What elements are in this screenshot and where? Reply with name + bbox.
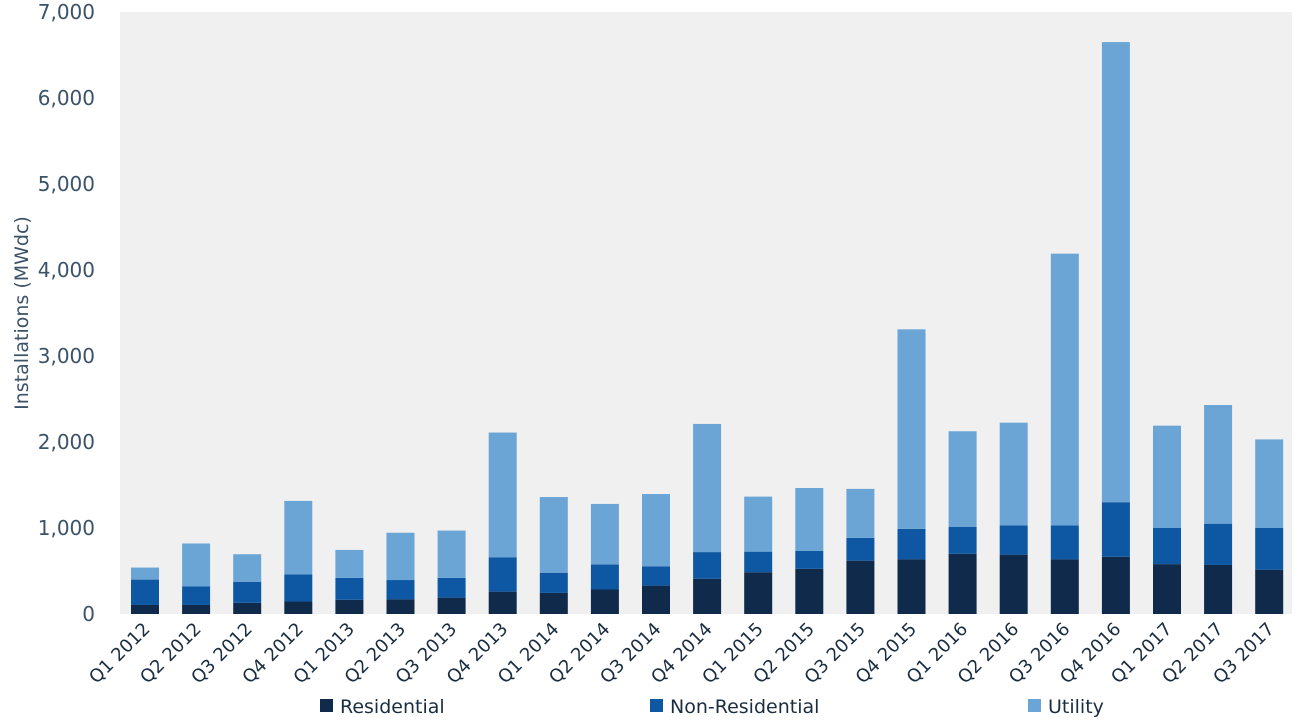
bar-non-residential-12: [744, 551, 773, 573]
bar-residential-11: [693, 578, 722, 614]
bar-non-residential-3: [284, 574, 313, 602]
bar-utility-5: [386, 532, 415, 581]
bar-utility-22: [1255, 439, 1284, 528]
y-tick-label: 2,000: [38, 430, 95, 454]
legend-swatch-non-residential: [650, 699, 663, 712]
bar-utility-8: [539, 497, 568, 573]
legend-label: Utility: [1048, 696, 1104, 718]
bar-residential-22: [1255, 569, 1284, 614]
bar-utility-2: [233, 554, 262, 582]
bar-non-residential-21: [1204, 523, 1233, 565]
bar-non-residential-4: [335, 577, 364, 600]
bar-non-residential-5: [386, 580, 415, 600]
legend: Residential Non-Residential Utility: [320, 696, 1104, 718]
bar-non-residential-8: [539, 572, 568, 593]
bar-utility-19: [1101, 42, 1130, 503]
bar-residential-0: [131, 604, 159, 614]
bar-non-residential-0: [131, 579, 159, 605]
bar-utility-1: [182, 543, 211, 587]
bar-non-residential-13: [795, 550, 824, 569]
bar-non-residential-20: [1153, 528, 1181, 565]
y-tick-label: 0: [82, 602, 95, 626]
y-tick-label: 1,000: [38, 516, 95, 540]
y-tick-label: 3,000: [38, 344, 95, 368]
bar-non-residential-19: [1101, 502, 1130, 557]
bar-utility-14: [846, 488, 875, 538]
bar-non-residential-10: [642, 566, 670, 586]
y-tick-label: 4,000: [38, 258, 95, 282]
legend-swatch-utility: [1028, 699, 1041, 712]
bar-residential-18: [1050, 559, 1079, 614]
bar-residential-7: [488, 591, 517, 614]
bar-utility-6: [437, 530, 466, 578]
bar-non-residential-17: [999, 525, 1028, 555]
bar-non-residential-14: [846, 537, 875, 561]
bar-non-residential-1: [182, 586, 211, 605]
bar-utility-21: [1204, 405, 1233, 524]
y-axis-ticks: 0 1,000 2,000 3,000 4,000 5,000 6,000 7,000: [38, 0, 95, 626]
bar-residential-1: [182, 604, 211, 614]
bar-non-residential-6: [437, 577, 466, 598]
bar-residential-14: [846, 560, 875, 614]
bar-residential-10: [642, 585, 670, 614]
legend-swatch-residential: [320, 699, 333, 712]
bar-non-residential-22: [1255, 528, 1284, 570]
legend-label: Non-Residential: [670, 696, 819, 718]
bars-group: [131, 42, 1284, 614]
y-tick-label: 7,000: [38, 0, 95, 24]
bar-residential-15: [897, 559, 926, 614]
bar-utility-13: [795, 488, 824, 551]
bar-residential-12: [744, 572, 773, 614]
bar-non-residential-2: [233, 581, 262, 603]
bar-residential-8: [539, 592, 568, 614]
bar-non-residential-15: [897, 528, 926, 560]
bar-residential-2: [233, 602, 262, 614]
bar-utility-4: [335, 549, 364, 578]
bar-non-residential-9: [590, 564, 619, 590]
legend-label: Residential: [340, 696, 445, 718]
bar-utility-16: [948, 431, 977, 527]
bar-residential-19: [1101, 556, 1130, 614]
bar-utility-18: [1050, 253, 1079, 526]
bar-utility-15: [897, 329, 926, 529]
bar-utility-10: [642, 494, 670, 567]
y-axis-title: Installations (MWdc): [11, 216, 33, 410]
y-tick-label: 6,000: [38, 86, 95, 110]
bar-utility-3: [284, 500, 313, 575]
bar-residential-13: [795, 568, 824, 614]
bar-utility-11: [693, 423, 722, 553]
bar-non-residential-7: [488, 557, 517, 592]
bar-residential-16: [948, 553, 977, 614]
bar-residential-17: [999, 554, 1028, 614]
bar-non-residential-11: [693, 552, 722, 579]
bar-utility-0: [131, 567, 159, 580]
bar-residential-20: [1153, 564, 1181, 614]
bar-utility-12: [744, 496, 773, 552]
bar-residential-4: [335, 599, 364, 614]
bar-residential-3: [284, 601, 313, 614]
bar-residential-9: [590, 589, 619, 614]
bar-utility-9: [590, 503, 619, 565]
bar-residential-6: [437, 597, 466, 614]
bar-non-residential-18: [1050, 525, 1079, 560]
bar-residential-21: [1204, 564, 1233, 614]
y-tick-label: 5,000: [38, 172, 95, 196]
bar-non-residential-16: [948, 526, 977, 554]
bar-utility-17: [999, 422, 1028, 526]
bar-utility-20: [1153, 425, 1181, 528]
bar-utility-7: [488, 432, 517, 558]
bar-residential-5: [386, 599, 415, 614]
